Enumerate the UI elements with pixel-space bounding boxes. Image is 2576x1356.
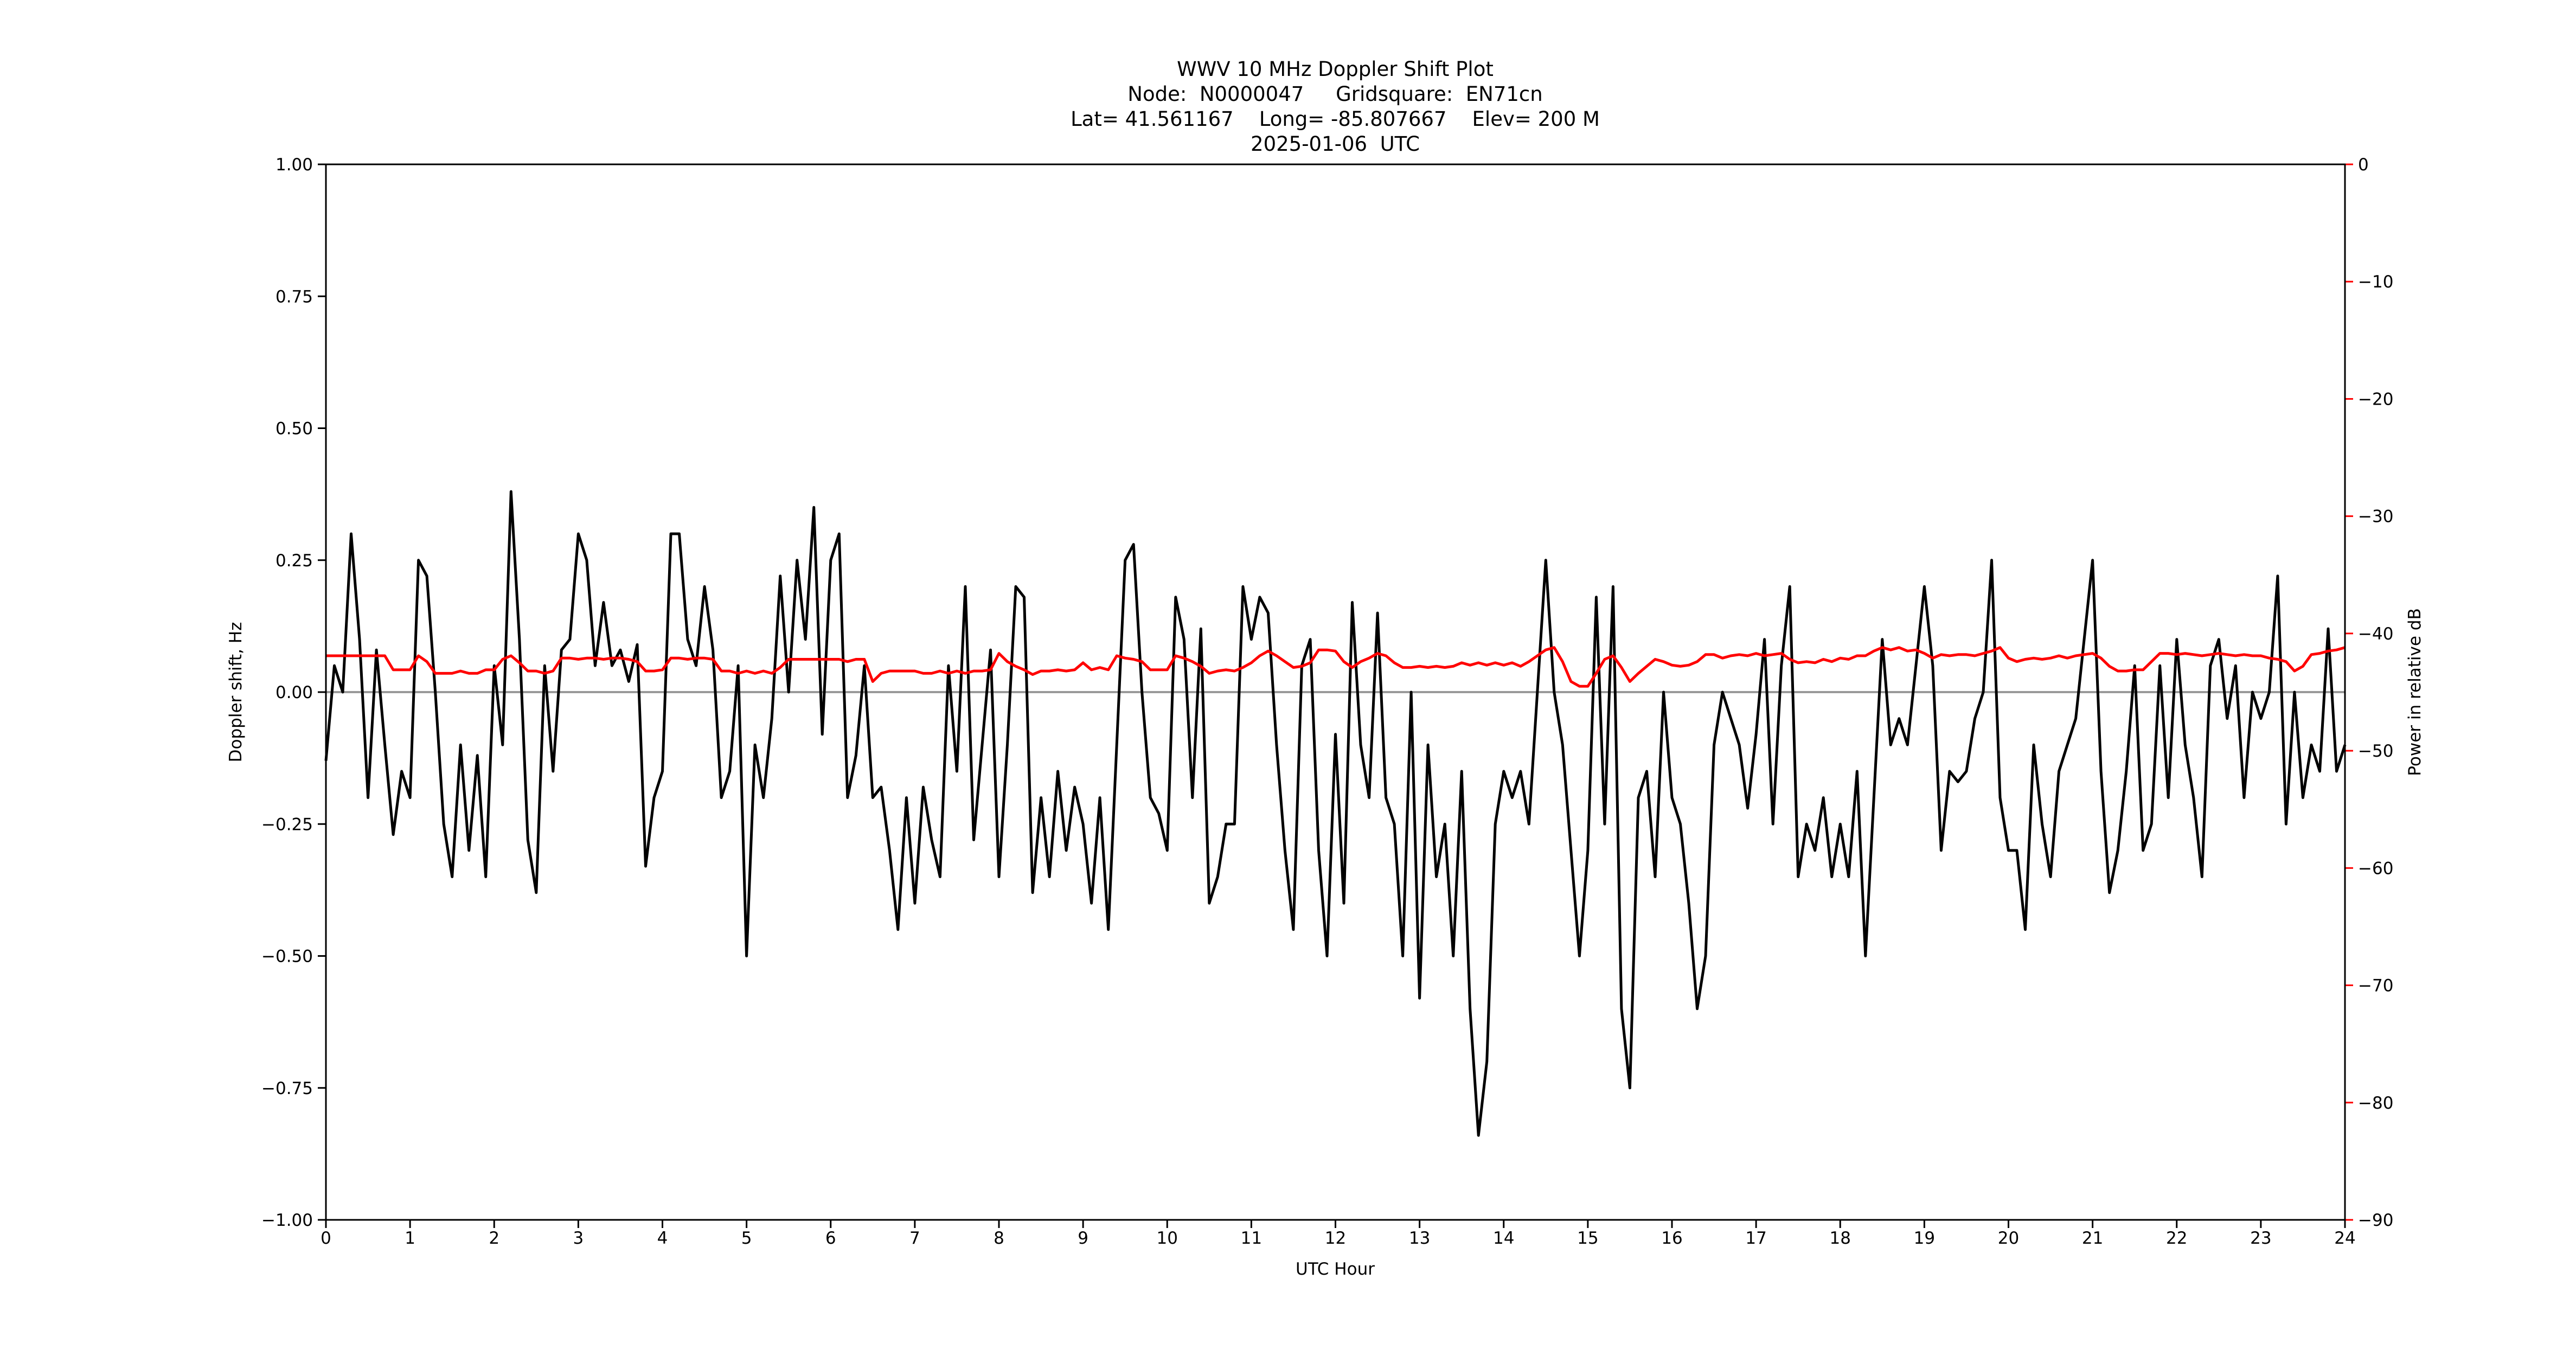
y-axis-label: Doppler shift, Hz: [226, 622, 246, 763]
x-tick-label: 2: [489, 1229, 499, 1248]
y2-axis-label: Power in relative dB: [2405, 608, 2425, 776]
x-tick-label: 11: [1241, 1229, 1262, 1248]
y2-tick-label: −50: [2358, 741, 2393, 761]
x-tick-label: 18: [1830, 1229, 1851, 1248]
y2-tick-label: −10: [2358, 272, 2393, 292]
data-line: [324, 490, 2347, 1137]
data-line: [326, 646, 2346, 688]
y-tick-label: −0.75: [261, 1079, 313, 1098]
chart-subtitle: Lat= 41.561167 Long= -85.807667 Elev= 20…: [1071, 107, 1600, 131]
y2-tick-label: −90: [2358, 1211, 2393, 1230]
x-tick-label: 6: [825, 1229, 836, 1248]
y-tick-label: 0.00: [275, 683, 313, 702]
chart-subtitle: Node: N0000047 Gridsquare: EN71cn: [1127, 82, 1542, 106]
x-tick-label: 3: [573, 1229, 584, 1248]
x-tick-label: 9: [1078, 1229, 1088, 1248]
x-tick-label: 10: [1157, 1229, 1178, 1248]
x-tick-label: 19: [1914, 1229, 1935, 1248]
y-tick-label: −0.25: [261, 815, 313, 834]
x-axis-label: UTC Hour: [1296, 1259, 1375, 1279]
y2-tick-label: −70: [2358, 976, 2393, 996]
x-tick-label: 4: [657, 1229, 668, 1248]
y-tick-label: 0.50: [275, 419, 313, 439]
plot-frame: [325, 163, 2346, 1221]
x-tick-label: 5: [741, 1229, 752, 1248]
x-tick-label: 21: [2082, 1229, 2103, 1248]
x-tick-label: 15: [1577, 1229, 1598, 1248]
x-tick-label: 7: [909, 1229, 920, 1248]
x-tick-label: 22: [2166, 1229, 2187, 1248]
x-tick-label: 0: [321, 1229, 331, 1248]
x-tick-label: 1: [405, 1229, 415, 1248]
x-tick-label: 13: [1409, 1229, 1430, 1248]
x-tick-label: 23: [2250, 1229, 2271, 1248]
y2-tick-label: −30: [2358, 507, 2393, 527]
chart-title: WWV 10 MHz Doppler Shift Plot: [1177, 57, 1494, 81]
x-tick-label: 20: [1998, 1229, 2019, 1248]
y-tick-label: −0.50: [261, 947, 313, 967]
chart-subtitle: 2025-01-06 UTC: [1251, 132, 1420, 156]
y-tick-label: 0.25: [275, 551, 313, 571]
y2-tick-label: 0: [2358, 155, 2369, 175]
y-tick-label: −1.00: [261, 1211, 313, 1230]
x-tick-label: 8: [994, 1229, 1004, 1248]
y2-tick-label: −40: [2358, 624, 2393, 644]
y2-tick-label: −20: [2358, 389, 2393, 409]
x-tick-label: 16: [1661, 1229, 1682, 1248]
y-tick-label: 1.00: [275, 155, 313, 175]
x-tick-label: 24: [2334, 1229, 2355, 1248]
x-tick-label: 12: [1325, 1229, 1346, 1248]
y2-tick-label: −80: [2358, 1093, 2393, 1113]
x-tick-label: 14: [1493, 1229, 1514, 1248]
y-tick-label: 0.75: [275, 287, 313, 306]
y2-tick-label: −60: [2358, 859, 2393, 878]
x-tick-label: 17: [1745, 1229, 1766, 1248]
